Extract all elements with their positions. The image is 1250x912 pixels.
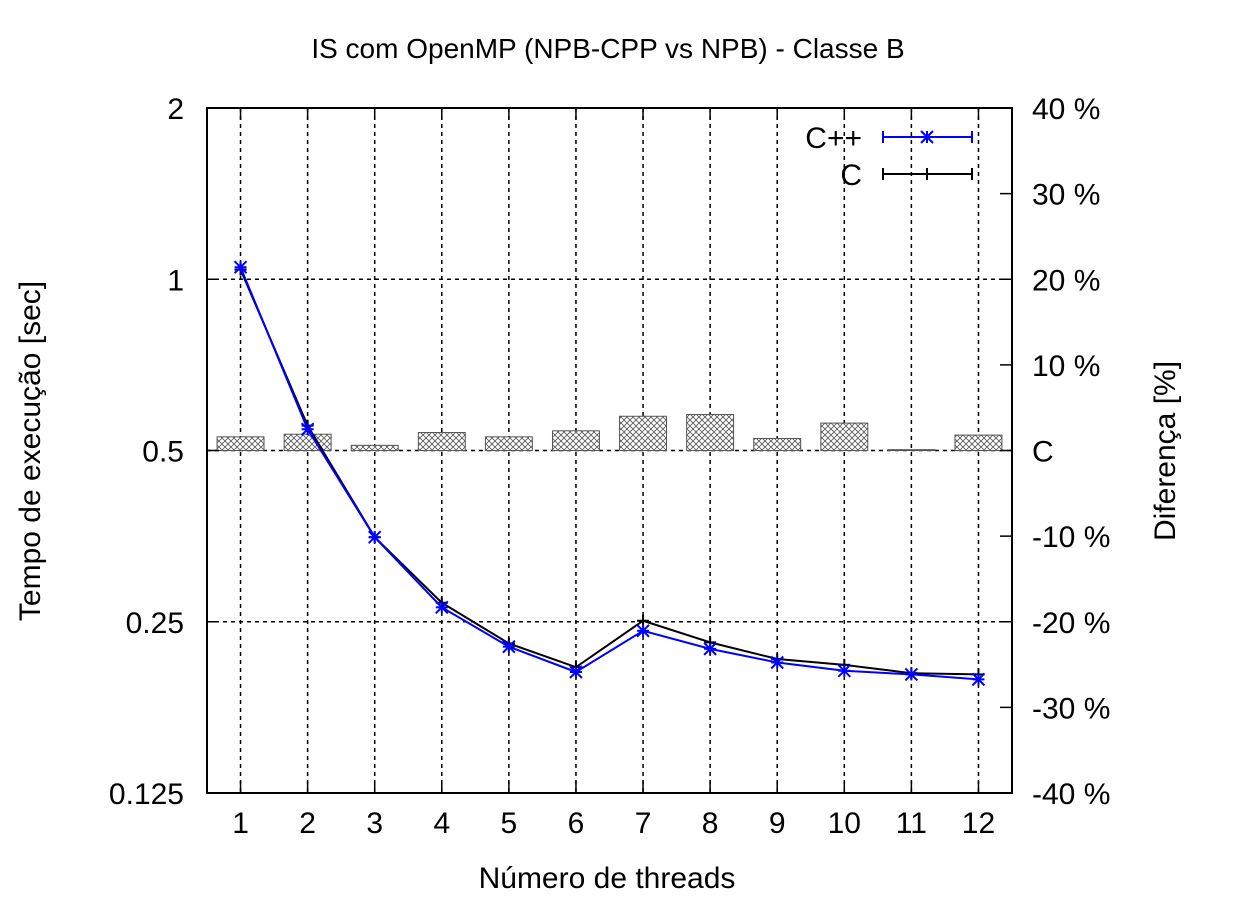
chart-title: IS com OpenMP (NPB-CPP vs NPB) - Classe …	[311, 33, 904, 64]
difference-bar	[820, 422, 869, 452]
x-tick-label: 7	[635, 807, 652, 840]
grid	[207, 108, 1012, 793]
difference-bar	[686, 414, 735, 452]
y2-tick-label: C	[1032, 436, 1054, 469]
data-point-cpp	[569, 665, 583, 679]
y-tick-label: 2	[167, 93, 184, 126]
x-tick-label: 2	[299, 807, 316, 840]
y2-axis-label: Diferença [%]	[1149, 361, 1182, 541]
data-point-cpp	[300, 422, 315, 436]
legend: C++ C	[805, 122, 973, 192]
x-tick-label: 10	[828, 807, 861, 840]
x-tick-label: 1	[232, 807, 249, 840]
legend-marker-cpp	[920, 130, 934, 144]
legend-marker-c	[921, 168, 933, 180]
x-axis-label: Número de threads	[479, 862, 736, 895]
series-line-c	[239, 269, 979, 676]
difference-bar	[417, 432, 466, 451]
data-point-cpp	[636, 624, 650, 638]
x-tick-label: 4	[433, 807, 450, 840]
series-line-cpp	[239, 266, 979, 681]
y-tick-label: 0.25	[126, 607, 184, 640]
difference-bar	[551, 430, 600, 451]
difference-bar	[753, 438, 802, 452]
data-point-cpp	[233, 260, 248, 274]
data-point-cpp	[435, 600, 449, 615]
y2-tick-label: -30 %	[1032, 692, 1110, 725]
x-tick-label: 11	[896, 807, 927, 840]
x-tick-label: 6	[568, 807, 585, 840]
x-tick-label: 3	[366, 807, 383, 840]
y2-tick-label: -10 %	[1032, 521, 1110, 554]
data-point-cpp	[368, 530, 382, 544]
data-point-cpp	[703, 642, 717, 656]
y-tick-label: 0.125	[109, 778, 184, 811]
x-tick-label: 9	[769, 807, 786, 840]
y-axis-label: Tempo de execução [sec]	[14, 281, 47, 621]
data-point-cpp	[837, 664, 851, 678]
y2-tick-label: -20 %	[1032, 607, 1110, 640]
series-lines	[233, 260, 986, 687]
data-point-cpp	[971, 672, 986, 687]
x-tick-label: 12	[962, 807, 995, 840]
difference-bar	[350, 444, 399, 451]
y2-tick-label: 30 %	[1032, 179, 1100, 212]
y2-tick-label: 20 %	[1032, 264, 1100, 297]
difference-bar	[887, 449, 936, 451]
difference-bar	[484, 436, 533, 451]
y-tick-label: 1	[167, 264, 184, 297]
data-point-cpp	[904, 667, 919, 682]
legend-label-c: C	[840, 159, 862, 192]
x-tick-label: 5	[501, 807, 518, 840]
difference-bar	[619, 415, 668, 451]
difference-bar	[283, 433, 332, 452]
data-point-cpp	[770, 655, 784, 670]
difference-bar	[216, 436, 265, 451]
y-tick-label: 0.5	[142, 436, 184, 469]
data-point-cpp	[502, 639, 516, 654]
y2-tick-label: 40 %	[1032, 93, 1100, 126]
difference-bars	[216, 414, 1003, 452]
y2-tick-label: -40 %	[1032, 778, 1110, 811]
legend-label-cpp: C++	[805, 122, 862, 155]
x-tick-label: 8	[702, 807, 719, 840]
data-point-c	[637, 614, 650, 627]
y2-tick-label: 10 %	[1032, 350, 1100, 383]
difference-bar	[954, 434, 1003, 451]
